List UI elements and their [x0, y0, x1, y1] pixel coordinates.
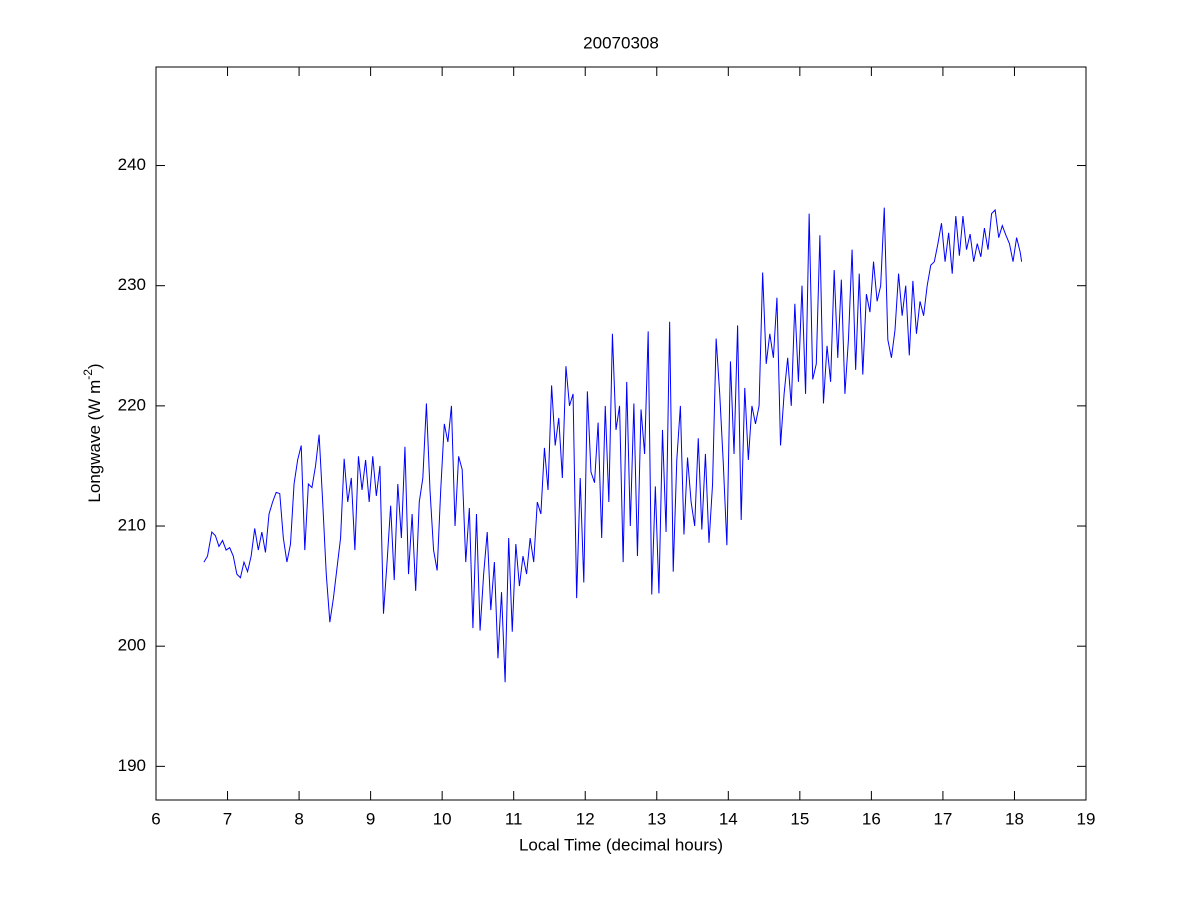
y-tick-label: 190 [118, 756, 146, 775]
chart-title: 20070308 [583, 33, 659, 52]
y-label-text: Longwave (W m [85, 380, 104, 503]
x-tick-label: 9 [366, 809, 375, 828]
x-tick-label: 7 [223, 809, 232, 828]
x-tick-label: 8 [294, 809, 303, 828]
axes-box [155, 66, 1087, 801]
x-tick-label: 11 [505, 809, 523, 828]
y-tick-label: 240 [118, 155, 146, 174]
x-axis-label: Local Time (decimal hours) [519, 835, 723, 854]
x-tick-label: 16 [862, 809, 881, 828]
y-tick-label: 230 [118, 275, 146, 294]
x-tick-label: 14 [719, 809, 738, 828]
y-tick-label: 200 [118, 636, 146, 655]
y-label-superscript: -2 [81, 369, 95, 380]
y-tick-label: 210 [118, 516, 146, 535]
y-axis-label: Longwave (W m-2) [81, 363, 104, 502]
x-tick-label: 15 [790, 809, 809, 828]
x-tick-label: 13 [647, 809, 666, 828]
data-line [203, 207, 1023, 683]
y-label-suffix: ) [85, 363, 104, 369]
x-tick-label: 12 [576, 809, 595, 828]
x-tick-label: 10 [433, 809, 452, 828]
x-tick-label: 18 [1005, 809, 1024, 828]
x-tick-label: 6 [151, 809, 160, 828]
x-tick-label: 19 [1077, 809, 1096, 828]
x-tick-label: 17 [933, 809, 952, 828]
y-tick-label: 220 [118, 395, 146, 414]
